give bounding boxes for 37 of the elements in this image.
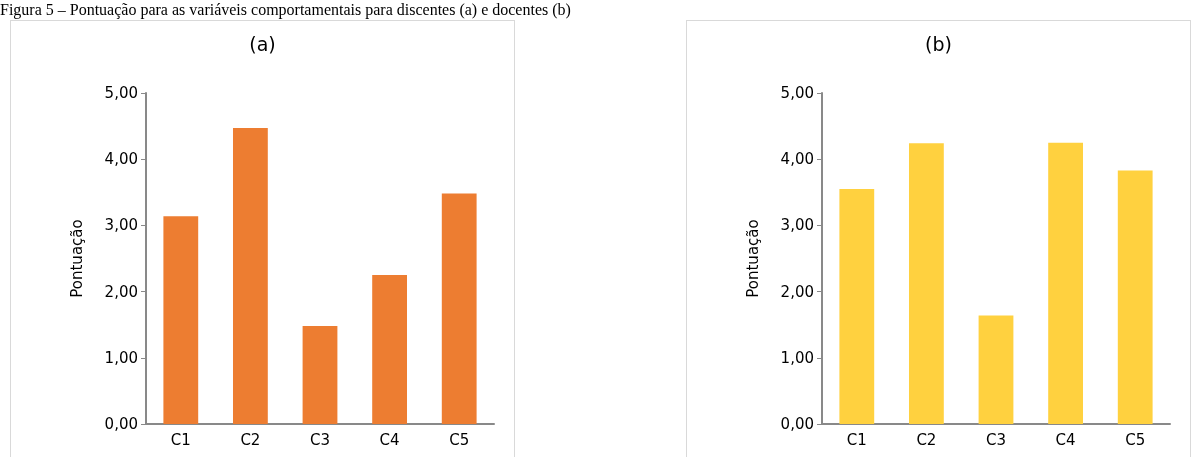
y-tick-label: 4,00: [104, 150, 138, 169]
x-tick-label: C5: [449, 430, 470, 449]
y-tick-label: 2,00: [780, 282, 814, 301]
x-tick-label: C3: [985, 430, 1007, 449]
x-tick-label: C4: [379, 430, 400, 449]
y-tick-label: 3,00: [104, 216, 138, 235]
y-axis-title: Pontuação: [67, 219, 86, 298]
y-tick-label: 1,00: [780, 348, 814, 367]
y-axis-title: Pontuação: [743, 219, 762, 298]
y-tick-label: 4,00: [780, 150, 814, 169]
y-tick-label: 2,00: [104, 282, 138, 301]
x-tick-label: C2: [916, 430, 937, 449]
x-tick-label: C5: [1125, 430, 1146, 449]
x-tick-label: C1: [170, 430, 191, 449]
text: Figura 5 – Pontuação para as variáveis comportamentais para discentes (a) e docentes (b): [0, 1, 571, 18]
bar: [441, 193, 477, 424]
x-tick-label: C1: [846, 430, 867, 449]
bar: [839, 188, 875, 424]
y-tick-label: 0,00: [104, 415, 138, 433]
bar: [978, 315, 1014, 424]
y-tick-label: 5,00: [780, 84, 814, 102]
x-tick-label: C2: [240, 430, 261, 449]
bar: [163, 216, 199, 424]
bar: [302, 326, 338, 424]
bar: [372, 275, 407, 424]
y-tick-label: 0,00: [780, 415, 814, 433]
chart-title: (a): [249, 32, 276, 55]
x-tick-label: C4: [1055, 430, 1076, 449]
y-tick-label: 5,00: [104, 84, 138, 102]
x-tick-label: C3: [309, 430, 331, 449]
chart-title: (b): [925, 32, 952, 55]
y-tick-label: 3,00: [780, 216, 814, 235]
bar: [909, 143, 944, 424]
bar: [1048, 142, 1083, 424]
y-tick-label: 1,00: [104, 348, 138, 367]
bar: [233, 128, 268, 424]
bar: [1117, 170, 1153, 424]
